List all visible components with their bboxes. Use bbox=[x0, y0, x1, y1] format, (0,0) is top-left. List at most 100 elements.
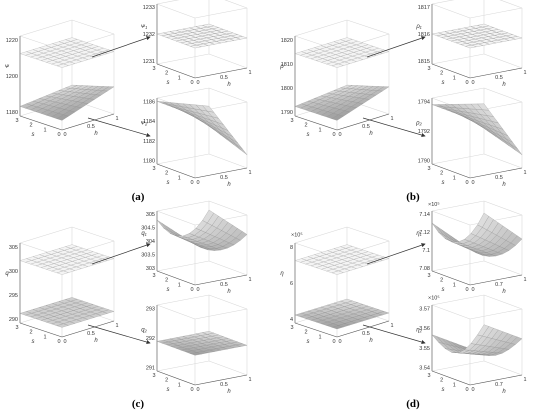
lower-plot: 1794 1792 1790 ρ₂ 3 2 1 0 0 0.5 1 s h bbox=[415, 87, 527, 188]
upper-plot: 305 304.5 304 303.5 303 q₁ 3 2 1 0 0 0.5 1 s h bbox=[141, 200, 252, 295]
s-axis bbox=[19, 115, 63, 131]
s-tick-label: 1 bbox=[178, 382, 181, 388]
z-axis-label: q bbox=[5, 271, 9, 277]
s-tick-label: 2 bbox=[440, 378, 443, 384]
z-tick-label: 1794 bbox=[418, 99, 430, 105]
h-axis-label: h bbox=[369, 131, 373, 137]
s-axis-label: s bbox=[307, 339, 310, 345]
panel-caption: (b) bbox=[406, 191, 420, 203]
h-axis-label: h bbox=[227, 289, 231, 295]
h-tick-label: 0 bbox=[471, 80, 474, 86]
box-edge bbox=[156, 87, 210, 99]
s-axis-label: s bbox=[32, 132, 35, 138]
h-axis bbox=[194, 67, 248, 79]
h-tick-label: 1 bbox=[248, 277, 251, 283]
h-axis bbox=[194, 167, 248, 179]
connector-arrow-lower bbox=[362, 324, 426, 345]
s-axis bbox=[431, 63, 471, 79]
exponent-label: ×10⁵ bbox=[291, 232, 303, 239]
z-tick-label: 8 bbox=[290, 245, 293, 251]
connector-arrow-lower bbox=[87, 324, 151, 345]
h-tick-label: 0.5 bbox=[495, 75, 503, 81]
h-axis bbox=[336, 320, 390, 338]
surface-cell bbox=[510, 144, 523, 155]
s-tick-label: 1 bbox=[318, 334, 321, 340]
h-tick-label: 1 bbox=[248, 377, 251, 383]
panel-caption: (d) bbox=[406, 398, 420, 410]
box-edge bbox=[431, 53, 485, 65]
box-edge bbox=[156, 360, 210, 372]
z-tick-label: 3.55 bbox=[419, 346, 430, 352]
z-axis-label: ρ bbox=[279, 64, 284, 70]
h-tick-label: 0.5 bbox=[220, 175, 228, 181]
surface-cell bbox=[340, 37, 353, 42]
s-tick-label: 1 bbox=[318, 127, 321, 133]
h-axis bbox=[336, 113, 390, 131]
h-axis bbox=[469, 274, 523, 286]
h-axis-label: h bbox=[227, 182, 231, 188]
s-tick-label: 0 bbox=[465, 80, 468, 86]
z-tick-label: 1186 bbox=[143, 99, 155, 105]
h-tick-label: 1 bbox=[248, 170, 251, 176]
s-tick-label: 3 bbox=[152, 273, 155, 279]
s-axis bbox=[156, 163, 196, 179]
connector-arrow-lower bbox=[362, 117, 426, 138]
z-tick-label: 291 bbox=[146, 366, 155, 372]
surface-cell bbox=[340, 84, 353, 89]
h-tick-label: 0 bbox=[196, 387, 199, 393]
z-axis-label: η bbox=[280, 271, 284, 277]
box-edge bbox=[483, 53, 523, 69]
main-plot: 1220 1200 1180 ᴪ 3 2 1 0 0 0.5 1 s h bbox=[5, 19, 119, 138]
s-tick-label: 3 bbox=[152, 66, 155, 72]
s-tick-label: 2 bbox=[29, 330, 32, 336]
surface-cell bbox=[202, 209, 214, 224]
box-edge bbox=[156, 260, 210, 272]
z-axis-label: ρ₂ bbox=[415, 120, 422, 126]
surface-cell bbox=[340, 298, 353, 303]
lower-plot: 3.57 3.56 3.55 3.54 η₂ ×10⁵ 3 2 1 0 0 0.7 1 s h bbox=[416, 294, 527, 395]
h-axis bbox=[194, 274, 248, 286]
h-tick-label: 0.5 bbox=[220, 382, 228, 388]
z-tick-label: 1182 bbox=[143, 139, 155, 145]
s-axis bbox=[431, 163, 471, 179]
h-tick-label: 0 bbox=[63, 132, 66, 138]
s-axis-label: s bbox=[167, 287, 170, 293]
box-edge bbox=[194, 308, 248, 320]
s-tick-label: 0 bbox=[465, 387, 468, 393]
box-edge bbox=[19, 19, 73, 37]
s-axis-label: s bbox=[442, 387, 445, 393]
z-tick-label: 1790 bbox=[281, 110, 293, 116]
z-tick-label: 1180 bbox=[143, 159, 155, 165]
h-tick-label: 0 bbox=[338, 339, 341, 345]
surface-cell bbox=[235, 144, 248, 155]
s-tick-label: 0 bbox=[190, 387, 193, 393]
surface-cell bbox=[202, 23, 215, 28]
surface-cell bbox=[65, 244, 78, 249]
s-tick-label: 3 bbox=[427, 66, 430, 72]
h-axis bbox=[469, 67, 523, 79]
s-tick-label: 3 bbox=[290, 325, 293, 331]
s-tick-label: 3 bbox=[427, 273, 430, 279]
box-edge bbox=[71, 226, 115, 242]
s-axis-label: s bbox=[167, 387, 170, 393]
h-tick-label: 1 bbox=[115, 323, 118, 329]
surface-cell bbox=[65, 37, 78, 42]
h-axis-label: h bbox=[502, 182, 506, 188]
s-tick-label: 0 bbox=[332, 132, 335, 138]
s-tick-label: 2 bbox=[165, 71, 168, 77]
s-tick-label: 1 bbox=[178, 175, 181, 181]
surface-cell bbox=[477, 212, 489, 228]
connector-arrow-lower bbox=[87, 117, 151, 138]
s-tick-label: 2 bbox=[304, 123, 307, 129]
box-edge bbox=[346, 226, 390, 242]
h-tick-label: 1 bbox=[115, 116, 118, 122]
box-edge bbox=[431, 0, 455, 5]
z-axis-label: ρ₁ bbox=[415, 24, 421, 30]
h-tick-label: 1 bbox=[248, 70, 251, 76]
h-tick-label: 0 bbox=[196, 287, 199, 293]
z-tick-label: 7.14 bbox=[419, 212, 430, 218]
h-tick-label: 0.5 bbox=[362, 124, 370, 130]
connector-arrow-upper bbox=[366, 36, 426, 58]
surface-cell bbox=[477, 324, 489, 337]
